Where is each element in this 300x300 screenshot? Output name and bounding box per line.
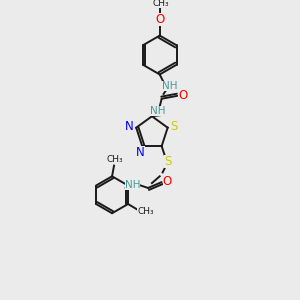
Text: NH: NH <box>162 81 177 91</box>
Text: NH: NH <box>150 106 166 116</box>
Text: CH₃: CH₃ <box>137 207 154 216</box>
Text: N: N <box>125 120 134 133</box>
Text: S: S <box>170 120 177 133</box>
Text: N: N <box>136 146 145 160</box>
Text: NH: NH <box>125 180 140 190</box>
Text: CH₃: CH₃ <box>107 155 123 164</box>
Text: O: O <box>178 89 188 102</box>
Text: S: S <box>164 155 171 168</box>
Text: O: O <box>163 175 172 188</box>
Text: O: O <box>155 13 164 26</box>
Text: CH₃: CH₃ <box>152 0 169 8</box>
